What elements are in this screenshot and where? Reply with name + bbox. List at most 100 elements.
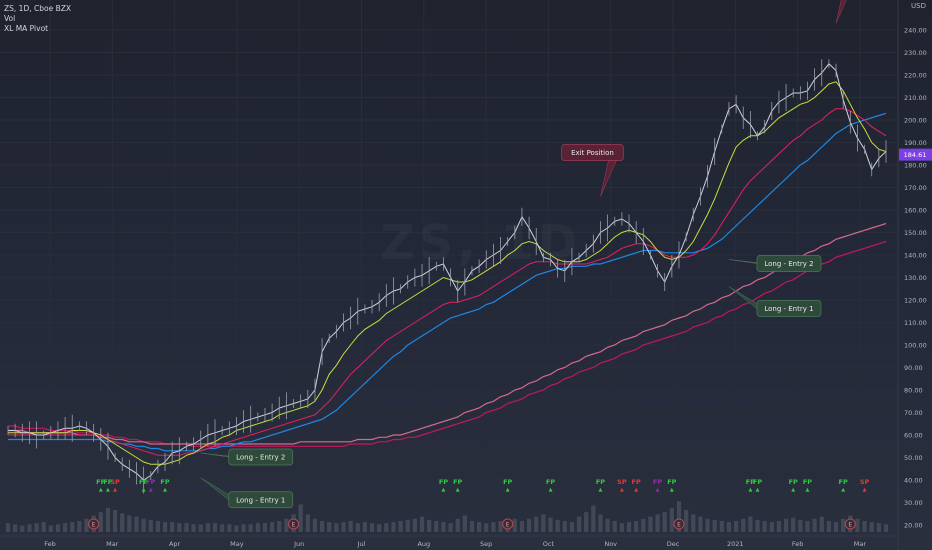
pivot-marker-label: FP bbox=[439, 478, 448, 486]
volume-indicator-label[interactable]: Vol bbox=[4, 14, 16, 23]
volume-bar bbox=[691, 514, 696, 532]
volume-bar bbox=[876, 523, 881, 532]
earnings-marker-label: E bbox=[848, 522, 852, 529]
volume-bar bbox=[605, 518, 610, 532]
x-tick-label: Dec bbox=[667, 540, 680, 548]
ma-pivot-indicator-label[interactable]: XL MA Pivot bbox=[4, 24, 49, 33]
volume-bar bbox=[398, 521, 403, 532]
volume-bar bbox=[419, 516, 425, 532]
volume-bar bbox=[262, 523, 268, 532]
currency-label[interactable]: USD bbox=[911, 2, 926, 10]
volume-bar bbox=[205, 523, 210, 532]
volume-bar bbox=[805, 521, 810, 532]
volume-bar bbox=[584, 512, 589, 532]
earnings-marker bbox=[88, 518, 100, 530]
pivot-marker-label: FP bbox=[746, 478, 755, 486]
pivot-marker-label: FP bbox=[96, 478, 105, 486]
pivot-marker-label: FP bbox=[632, 478, 641, 486]
earnings-marker bbox=[844, 518, 856, 530]
annotation-label: Long - Entry 1 bbox=[764, 305, 813, 313]
y-tick-label: 170.00 bbox=[904, 184, 927, 192]
y-tick-label: 190.00 bbox=[904, 139, 927, 147]
earnings-marker-label: E bbox=[677, 522, 681, 529]
volume-bar bbox=[20, 525, 25, 532]
chart-legend: ZS, 1D, Cboe BZX Vol XL MA Pivot bbox=[4, 4, 71, 34]
volume-bar bbox=[655, 514, 660, 532]
annotation-pointer bbox=[835, 0, 847, 24]
volume-bar bbox=[476, 522, 482, 532]
volume-bar bbox=[819, 516, 824, 532]
x-tick-label: 2021 bbox=[727, 540, 744, 548]
volume-bar bbox=[712, 519, 717, 532]
volume-bar bbox=[112, 510, 118, 532]
volume-bar bbox=[469, 521, 475, 532]
pivot-marker-dot: ▲ bbox=[748, 487, 752, 493]
volume-bar bbox=[791, 517, 796, 532]
volume-bar bbox=[355, 523, 360, 532]
volume-bar bbox=[298, 504, 303, 532]
volume-bar bbox=[377, 524, 382, 532]
volume-bar bbox=[491, 522, 496, 532]
y-tick-label: 30.00 bbox=[904, 499, 923, 507]
annotation-box bbox=[756, 300, 822, 317]
volume-bar bbox=[84, 518, 89, 532]
y-tick-label: 200.00 bbox=[904, 117, 927, 125]
volume-bar bbox=[148, 519, 153, 532]
pivot-marker-label: FP bbox=[103, 478, 112, 486]
volume-bar bbox=[626, 522, 632, 532]
volume-bar bbox=[541, 514, 546, 532]
volume-bar bbox=[812, 518, 817, 532]
volume-bar bbox=[5, 523, 11, 532]
volume-bar bbox=[319, 521, 325, 532]
pivot-marker-dot: ▲ bbox=[549, 487, 553, 493]
volume-bar bbox=[13, 524, 18, 532]
pivot-marker-label: FP bbox=[546, 478, 555, 486]
pivot-marker-label: SP bbox=[617, 478, 627, 486]
volume-bar bbox=[748, 516, 753, 532]
volume-bar bbox=[134, 516, 139, 532]
x-tick-label: Mar bbox=[106, 540, 119, 548]
y-tick-label: 40.00 bbox=[904, 477, 923, 485]
volume-bar bbox=[676, 501, 682, 532]
volume-bar bbox=[841, 518, 846, 532]
y-tick-label: 210.00 bbox=[904, 94, 927, 102]
volume-bar bbox=[162, 522, 168, 532]
volume-bar bbox=[569, 522, 575, 532]
pivot-marker-label: FP bbox=[160, 478, 169, 486]
pivot-marker-dot: ▲ bbox=[163, 487, 167, 493]
annotation-label: Long - Entry 2 bbox=[764, 260, 813, 268]
volume-bar bbox=[70, 522, 75, 532]
annotation-pointer bbox=[600, 160, 617, 197]
pivot-marker-dot: ▲ bbox=[656, 487, 660, 493]
volume-bar bbox=[212, 523, 218, 532]
volume-bar bbox=[698, 516, 703, 532]
volume-bar bbox=[484, 523, 489, 532]
volume-bar bbox=[883, 524, 889, 532]
pivot-marker-dot: ▲ bbox=[99, 487, 103, 493]
pivot-marker-dot: ▲ bbox=[634, 487, 638, 493]
volume-bar bbox=[120, 513, 125, 532]
volume-bar bbox=[741, 518, 746, 532]
pivot-marker-dot: ▲ bbox=[863, 487, 867, 493]
y-tick-label: 150.00 bbox=[904, 229, 927, 237]
y-tick-label: 60.00 bbox=[904, 432, 923, 440]
volume-bar bbox=[612, 521, 617, 532]
x-tick-label: Sep bbox=[480, 540, 492, 548]
x-tick-label: Nov bbox=[604, 540, 617, 548]
volume-bar bbox=[248, 524, 253, 532]
volume-bar bbox=[427, 519, 432, 532]
volume-bar bbox=[648, 516, 653, 532]
volume-bar bbox=[141, 518, 146, 532]
volume-bar bbox=[284, 518, 289, 532]
symbol-title[interactable]: ZS, 1D, Cboe BZX bbox=[4, 4, 71, 13]
pivot-marker-dot: ▲ bbox=[106, 487, 110, 493]
y-tick-label: 20.00 bbox=[904, 522, 923, 530]
volume-bar bbox=[234, 525, 239, 532]
pivot-marker-dot: ▲ bbox=[113, 487, 117, 493]
volume-bar bbox=[634, 521, 639, 532]
volume-bar bbox=[441, 522, 446, 532]
pivot-marker-label: FP bbox=[139, 478, 148, 486]
volume-bar bbox=[184, 523, 189, 532]
